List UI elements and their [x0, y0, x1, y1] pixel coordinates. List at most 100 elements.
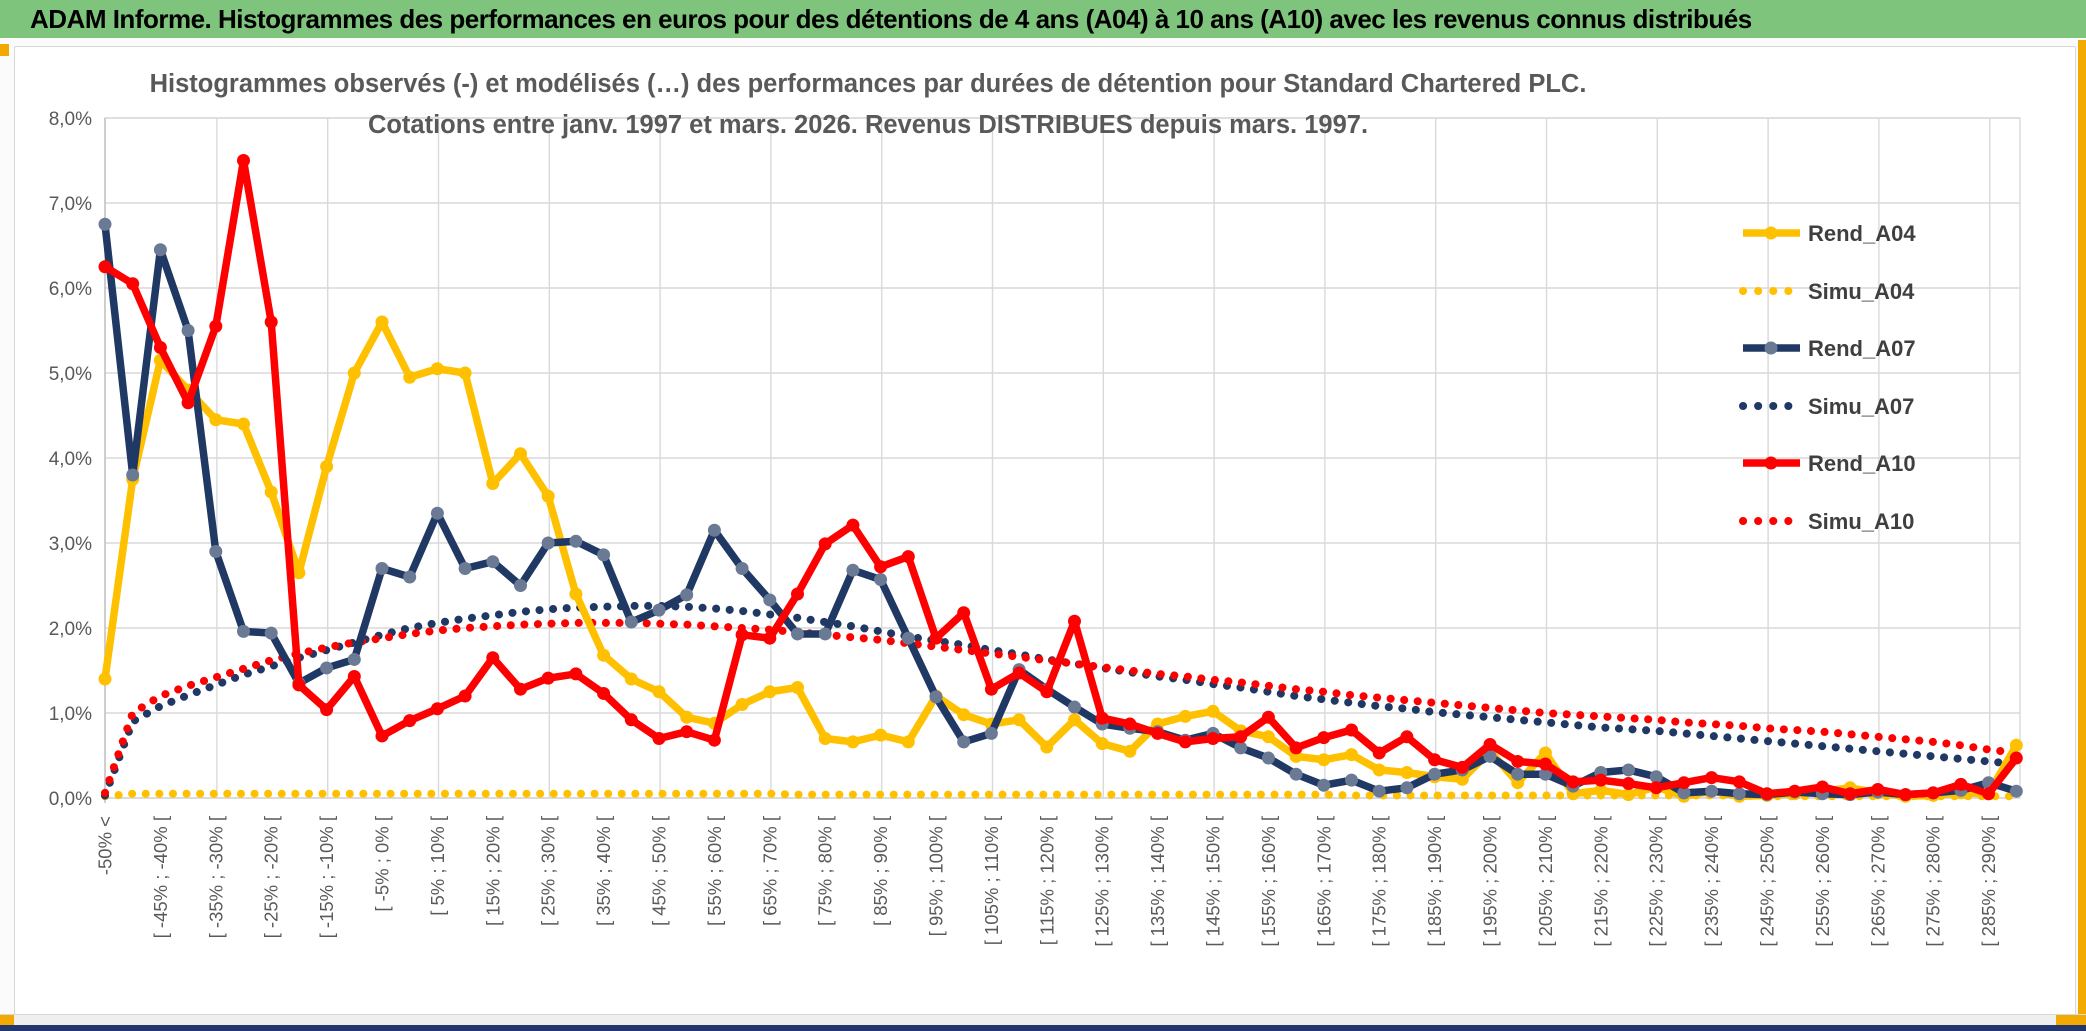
y-tick-label: 5,0%: [49, 364, 92, 385]
data-point: [2009, 738, 2023, 752]
data-point: [1760, 787, 1774, 801]
data-point: [430, 702, 444, 716]
data-point: [569, 587, 583, 601]
data-point: [1428, 767, 1442, 781]
data-point: [430, 506, 444, 520]
data-point: [1317, 731, 1331, 745]
data-point: [153, 341, 167, 354]
window-title: ADAM Informe. Histogrammes des performan…: [30, 3, 1752, 34]
x-tick-label: [ 45% ; 50% [: [649, 816, 670, 926]
x-tick-label: [ 95% ; 100% [: [926, 816, 947, 936]
data-point: [1954, 777, 1968, 791]
data-point: [1677, 786, 1691, 800]
data-point: [680, 588, 694, 602]
data-point: [209, 545, 223, 558]
data-point: [1261, 730, 1275, 744]
legend-item-Rend_A07[interactable]: Rend_A07: [1743, 336, 1916, 361]
data-point: [901, 631, 915, 645]
data-point: [1982, 787, 1996, 801]
data-point: [901, 735, 915, 749]
data-point: [1178, 709, 1192, 723]
data-point: [1594, 783, 1608, 797]
data-point: [1040, 740, 1054, 754]
data-point: [1815, 780, 1829, 794]
chart-title: Histogrammes observés (-) et modélisés (…: [150, 70, 1587, 139]
data-point: [1372, 763, 1386, 777]
data-point: [846, 563, 860, 577]
chart-panel[interactable]: [14, 46, 2076, 1019]
data-point: [763, 685, 777, 699]
legend-label: Simu_A04: [1808, 279, 1915, 304]
data-point: [652, 732, 666, 745]
data-point: [375, 315, 389, 329]
data-point: [929, 690, 943, 704]
data-point: [1705, 771, 1719, 785]
legend-item-Rend_A04[interactable]: Rend_A04: [1743, 221, 1916, 246]
data-point: [486, 477, 500, 490]
data-point: [375, 729, 389, 743]
data-point: [458, 689, 472, 703]
data-point: [347, 652, 361, 666]
x-tick-label: [ 235% ; 240% [: [1701, 816, 1722, 947]
data-point: [957, 606, 971, 620]
data-point: [126, 277, 140, 291]
data-point: [1123, 717, 1137, 731]
scrollbar-right-thumb[interactable]: [2056, 1015, 2086, 1026]
legend-item-Simu_A10[interactable]: Simu_A10: [1739, 509, 1914, 534]
legend-item-Simu_A04[interactable]: Simu_A04: [1739, 279, 1915, 304]
data-point: [98, 672, 112, 686]
data-point: [514, 447, 527, 461]
data-point: [1012, 666, 1026, 680]
data-point: [1178, 735, 1192, 749]
series-Simu_A07: [101, 601, 2021, 800]
data-point: [1871, 783, 1885, 796]
legend-label: Simu_A07: [1808, 394, 1914, 419]
data-point: [1068, 614, 1081, 628]
data-point: [791, 587, 804, 601]
x-tick-label: [ 55% ; 60% [: [704, 816, 725, 926]
right-orange-accent-strip: [2078, 40, 2086, 1024]
data-point: [1538, 757, 1552, 771]
legend-item-Rend_A10[interactable]: Rend_A10: [1743, 451, 1916, 476]
data-point: [237, 417, 250, 431]
data-point: [569, 534, 583, 548]
data-point: [1345, 748, 1358, 762]
data-point: [98, 217, 112, 231]
x-tick-label: [ 115% ; 120% [: [1036, 816, 1057, 945]
x-tick-label: [ 105% ; 110% [: [981, 816, 1002, 945]
data-point: [707, 523, 721, 537]
data-point: [1400, 781, 1414, 795]
data-point: [292, 678, 306, 692]
data-point: [347, 366, 361, 380]
data-point: [403, 570, 417, 584]
left-orange-accent-square: [0, 44, 9, 56]
data-point: [209, 413, 223, 427]
legend-label: Simu_A10: [1808, 509, 1914, 534]
data-point: [264, 626, 278, 640]
y-tick-label: 7,0%: [49, 194, 92, 215]
data-point: [292, 566, 306, 580]
data-point: [1372, 784, 1386, 798]
horizontal-scrollbar[interactable]: [0, 1014, 2086, 1026]
data-point: [1289, 741, 1303, 755]
data-point: [846, 735, 860, 749]
data-point: [1622, 777, 1635, 791]
y-tick-label: 0,0%: [49, 789, 92, 810]
x-tick-label: [ 35% ; 40% [: [593, 816, 614, 926]
data-point: [1649, 781, 1663, 795]
data-point: [2009, 784, 2023, 798]
data-point: [1400, 766, 1414, 779]
data-point: [2009, 751, 2023, 765]
data-point: [1289, 767, 1303, 781]
x-axis-labels: -50% < [ -45% ; -40% [[ -35% ; -30% [[ -2…: [95, 816, 2000, 947]
legend-item-Simu_A07[interactable]: Simu_A07: [1739, 394, 1914, 419]
data-point: [957, 735, 971, 749]
y-tick-label: 3,0%: [49, 534, 92, 555]
x-tick-label: [ -45% ; -40% [: [150, 816, 171, 938]
data-point: [403, 714, 417, 728]
data-point: [1095, 711, 1109, 725]
data-point: [1234, 730, 1248, 744]
scrollbar-left-thumb[interactable]: [0, 1015, 14, 1026]
data-point: [597, 548, 611, 562]
y-tick-label: 1,0%: [49, 704, 92, 725]
